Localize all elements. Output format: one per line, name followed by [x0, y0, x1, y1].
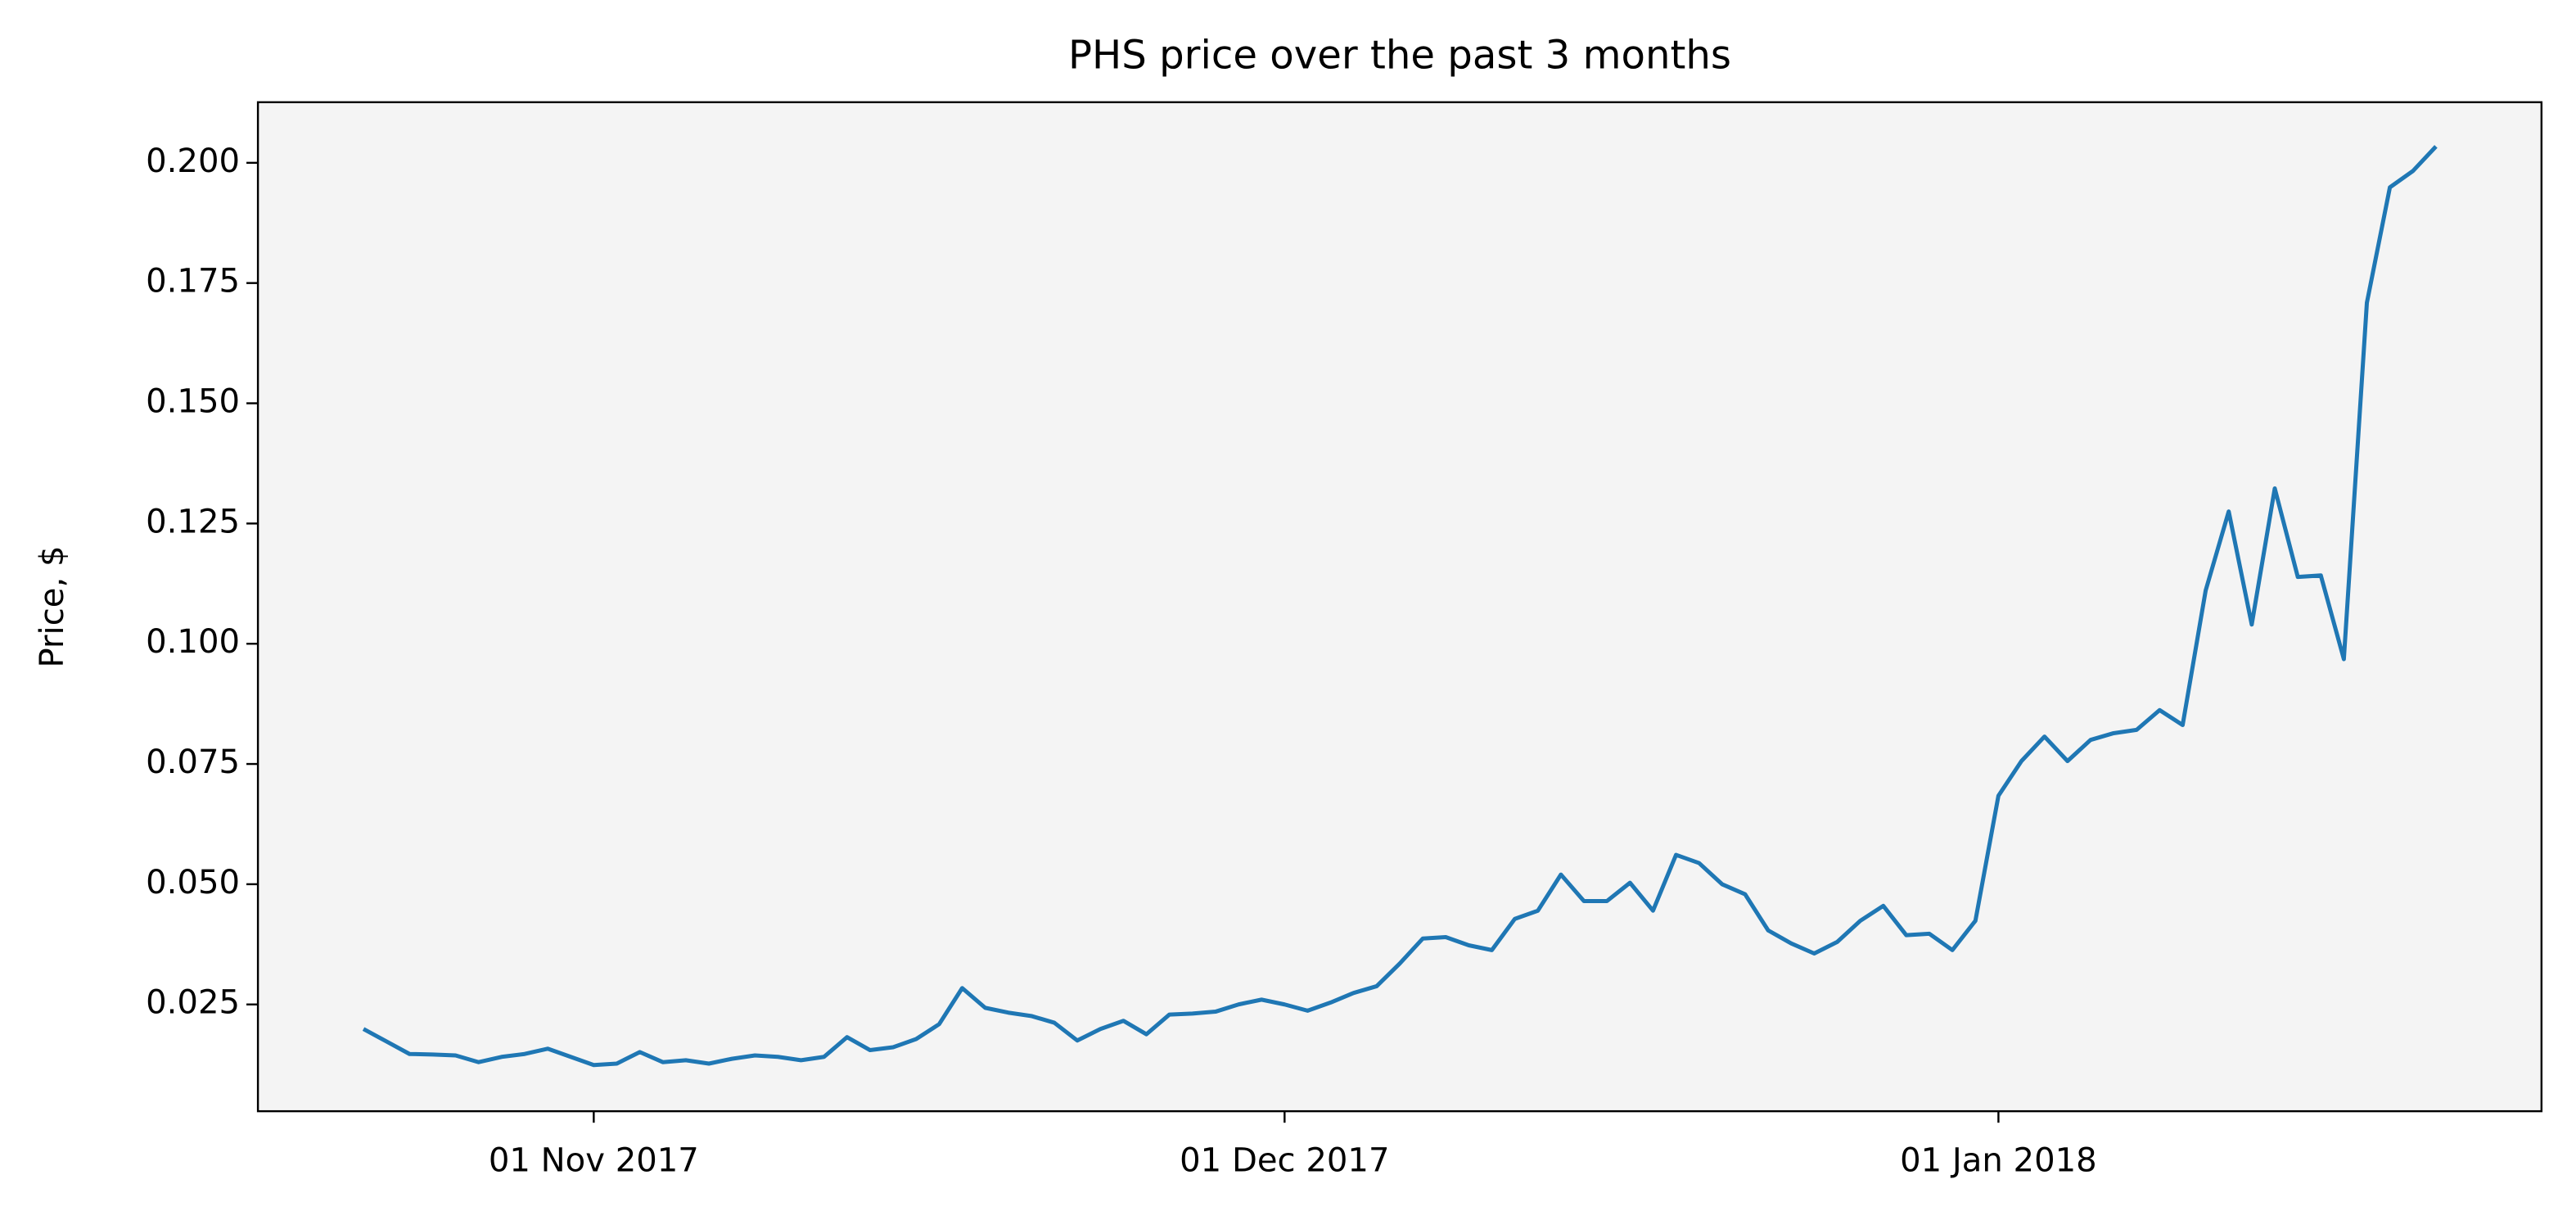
plot-background — [258, 102, 2542, 1112]
plot-frame — [256, 101, 2543, 1113]
chart-title: PHS price over the past 3 months — [1068, 33, 1731, 79]
y-tick-label: 0.025 — [146, 984, 240, 1022]
y-axis-label: Price, $ — [34, 546, 71, 668]
y-tick-label: 0.100 — [146, 623, 240, 661]
x-tick-label: 01 Jan 2018 — [1900, 1141, 2097, 1179]
y-tick-label: 0.125 — [146, 503, 240, 540]
y-tick-label: 0.150 — [146, 383, 240, 421]
y-tick-label: 0.075 — [146, 743, 240, 781]
x-tick-label: 01 Nov 2017 — [489, 1141, 699, 1179]
x-tick-label: 01 Dec 2017 — [1180, 1141, 1389, 1179]
price-line — [362, 145, 2438, 1068]
y-tick-label: 0.200 — [146, 142, 240, 180]
y-tick-label: 0.050 — [146, 864, 240, 901]
y-tick-label: 0.175 — [146, 263, 240, 300]
